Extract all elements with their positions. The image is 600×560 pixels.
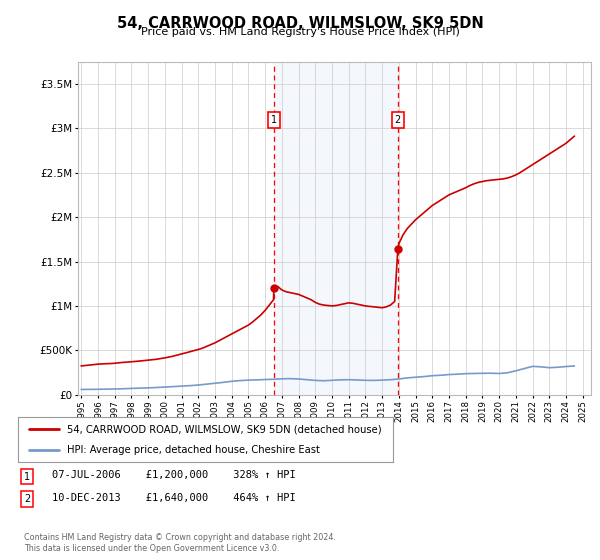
Text: 54, CARRWOOD ROAD, WILMSLOW, SK9 5DN (detached house): 54, CARRWOOD ROAD, WILMSLOW, SK9 5DN (de… — [67, 424, 382, 435]
Text: Price paid vs. HM Land Registry's House Price Index (HPI): Price paid vs. HM Land Registry's House … — [140, 27, 460, 38]
Text: 07-JUL-2006    £1,200,000    328% ↑ HPI: 07-JUL-2006 £1,200,000 328% ↑ HPI — [52, 470, 295, 480]
Text: 2: 2 — [395, 115, 401, 125]
Bar — [274, 62, 398, 395]
Text: 10-DEC-2013    £1,640,000    464% ↑ HPI: 10-DEC-2013 £1,640,000 464% ↑ HPI — [52, 493, 295, 503]
Text: Contains HM Land Registry data © Crown copyright and database right 2024.
This d: Contains HM Land Registry data © Crown c… — [24, 533, 336, 553]
Text: 54, CARRWOOD ROAD, WILMSLOW, SK9 5DN: 54, CARRWOOD ROAD, WILMSLOW, SK9 5DN — [116, 16, 484, 31]
Text: 1: 1 — [271, 115, 277, 125]
Text: 1: 1 — [24, 472, 30, 482]
Text: 2: 2 — [24, 494, 30, 504]
Text: HPI: Average price, detached house, Cheshire East: HPI: Average price, detached house, Ches… — [67, 445, 320, 455]
